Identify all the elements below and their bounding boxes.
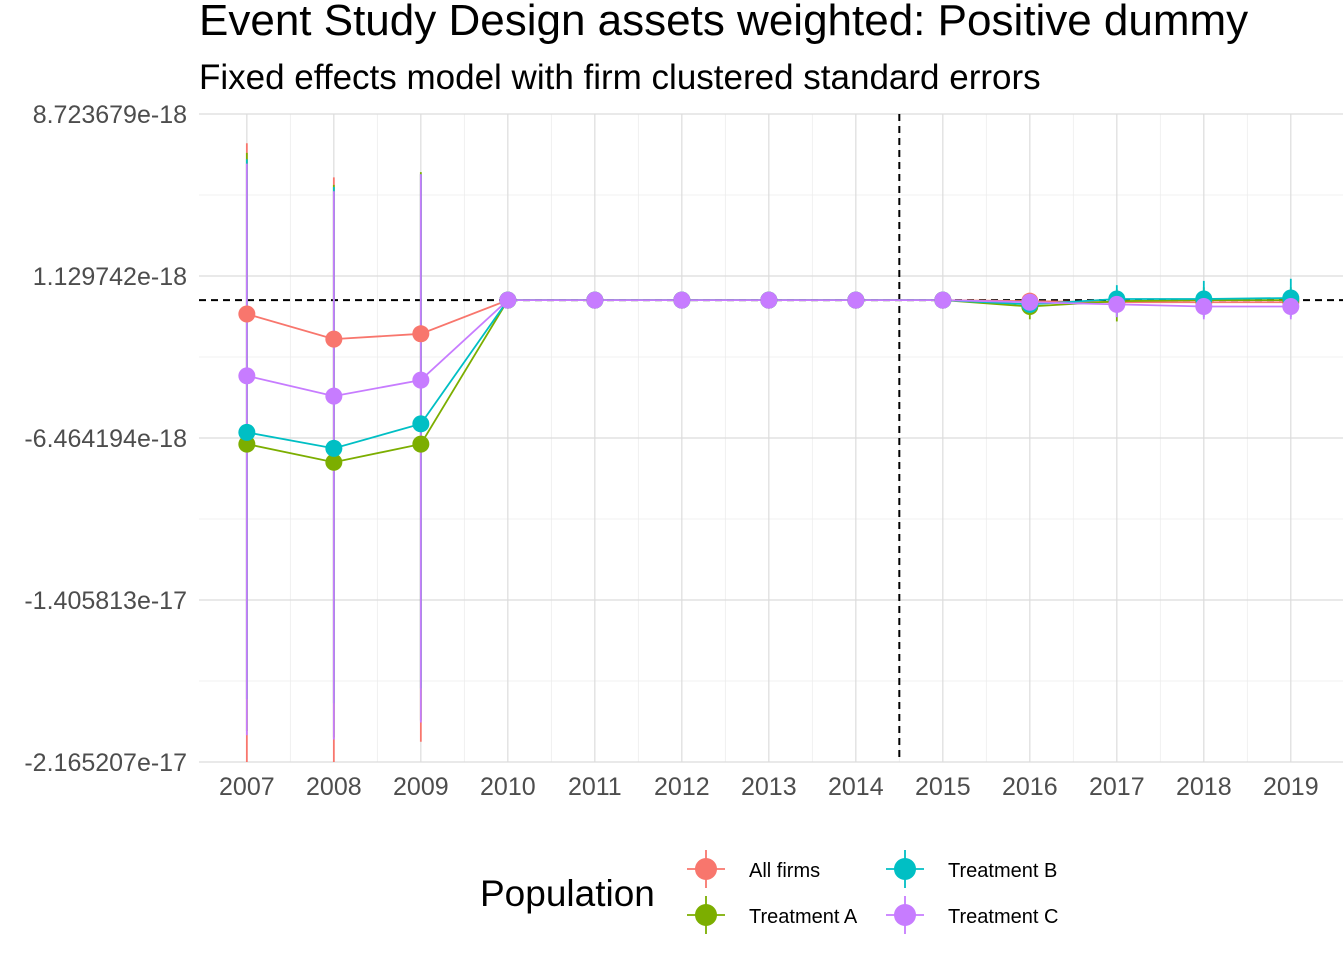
legend: Population All firms Treatment A Treatment… <box>480 850 1058 934</box>
data-point <box>934 291 952 309</box>
data-point <box>1108 295 1126 313</box>
legend-title: Population <box>480 873 655 914</box>
data-point <box>412 325 430 343</box>
y-tick-label: 8.723679e-18 <box>33 101 187 129</box>
x-tick-label: 2008 <box>306 773 362 801</box>
x-tick-label: 2014 <box>828 773 884 801</box>
x-tick-label: 2015 <box>915 773 971 801</box>
y-axis-ticks: 8.723679e-18 1.129742e-18 -6.464194e-18 -1.… <box>24 101 187 777</box>
legend-key-point <box>695 904 717 926</box>
data-point <box>760 291 778 309</box>
data-point <box>238 435 256 453</box>
legend-label: Treatment C <box>948 906 1058 928</box>
data-point <box>238 305 256 323</box>
data-point <box>673 291 691 309</box>
x-tick-label: 2007 <box>219 773 275 801</box>
x-tick-label: 2019 <box>1263 773 1319 801</box>
data-point <box>412 415 430 433</box>
legend-item: Treatment A <box>687 896 858 934</box>
x-tick-label: 2011 <box>568 773 622 801</box>
legend-item: All firms <box>687 850 820 888</box>
y-tick-label: -6.464194e-18 <box>24 425 187 453</box>
legend-label: All firms <box>749 860 820 882</box>
data-point <box>238 367 256 385</box>
y-tick-label: 1.129742e-18 <box>33 263 187 291</box>
legend-key-point <box>894 904 916 926</box>
data-point <box>586 291 604 309</box>
legend-key-point <box>894 858 916 880</box>
x-tick-label: 2010 <box>480 773 536 801</box>
data-point <box>238 423 256 441</box>
series-points <box>238 289 1300 471</box>
data-point <box>847 291 865 309</box>
legend-label: Treatment B <box>948 860 1057 882</box>
data-point <box>325 453 343 471</box>
x-tick-label: 2016 <box>1002 773 1058 801</box>
data-point <box>1195 298 1213 316</box>
y-tick-label: -2.165207e-17 <box>24 749 187 777</box>
data-point <box>1021 293 1039 311</box>
chart-subtitle: Fixed effects model with firm clustered … <box>199 58 1041 97</box>
x-axis-ticks: 2007 2008 2009 2010 2011 2012 2013 2014 2015 2016… <box>219 773 1319 801</box>
x-tick-label: 2017 <box>1089 773 1145 801</box>
data-point <box>325 387 343 405</box>
legend-label: Treatment A <box>749 906 858 928</box>
data-point <box>325 330 343 348</box>
data-point <box>412 371 430 389</box>
data-point <box>325 439 343 457</box>
data-point <box>412 435 430 453</box>
chart-title: Event Study Design assets weighted: Posi… <box>199 0 1249 45</box>
x-tick-label: 2018 <box>1176 773 1232 801</box>
legend-item: Treatment C <box>886 896 1058 934</box>
x-tick-label: 2013 <box>741 773 797 801</box>
x-tick-label: 2009 <box>393 773 449 801</box>
data-point <box>1282 298 1300 316</box>
legend-key-point <box>695 858 717 880</box>
data-point <box>499 291 517 309</box>
y-tick-label: -1.405813e-17 <box>24 587 187 615</box>
legend-item: Treatment B <box>886 850 1057 888</box>
x-tick-label: 2012 <box>654 773 710 801</box>
